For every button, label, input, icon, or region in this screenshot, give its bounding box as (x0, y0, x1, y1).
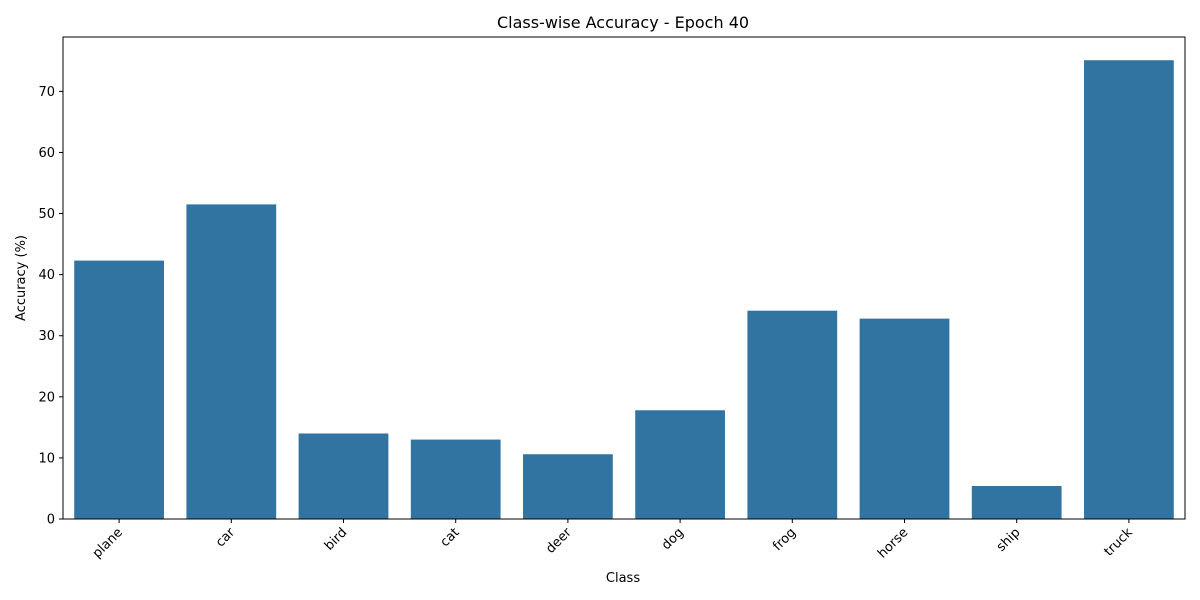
x-axis-label: Class (606, 571, 640, 586)
bar-frog (747, 310, 838, 519)
bar-horse (859, 318, 950, 519)
x-tick-label: truck (1102, 525, 1137, 560)
x-tick-label: bird (322, 525, 350, 553)
x-tick-label: dog (659, 525, 687, 553)
plot-frame (62, 36, 1186, 520)
x-tick-label: plane (90, 525, 126, 561)
bar-truck (1084, 60, 1174, 519)
bar-dog (635, 410, 725, 519)
y-tick-label: 50 (38, 207, 55, 222)
bar-deer (523, 454, 613, 519)
y-axis-label: Accuracy (%) (14, 235, 29, 321)
x-tick-label: deer (543, 525, 575, 557)
y-tick-label: 20 (38, 390, 55, 405)
x-tick-label: ship (994, 525, 1024, 555)
bar-cat (410, 439, 501, 519)
x-tick-label: frog (770, 525, 799, 554)
bar-ship (971, 486, 1062, 519)
y-tick-label: 40 (38, 268, 55, 283)
bars-group (74, 60, 1174, 519)
y-tick-label: 70 (38, 85, 55, 100)
bar-bird (298, 433, 389, 519)
x-tick-label: car (213, 525, 239, 551)
y-tick-label: 30 (38, 329, 55, 344)
y-ticks-group: 0 10 20 30 40 50 60 70 (38, 85, 63, 528)
bar-plane (74, 260, 164, 519)
bar-car (186, 204, 277, 519)
chart-title: Class-wise Accuracy - Epoch 40 (497, 13, 749, 32)
x-tick-label: cat (438, 525, 463, 550)
y-tick-label: 60 (38, 146, 55, 161)
y-tick-label: 0 (47, 513, 55, 528)
y-tick-label: 10 (38, 451, 55, 466)
x-tick-label: horse (875, 525, 911, 561)
x-ticks-group: plane car bird cat deer dog frog horse ship truck (90, 519, 1136, 562)
